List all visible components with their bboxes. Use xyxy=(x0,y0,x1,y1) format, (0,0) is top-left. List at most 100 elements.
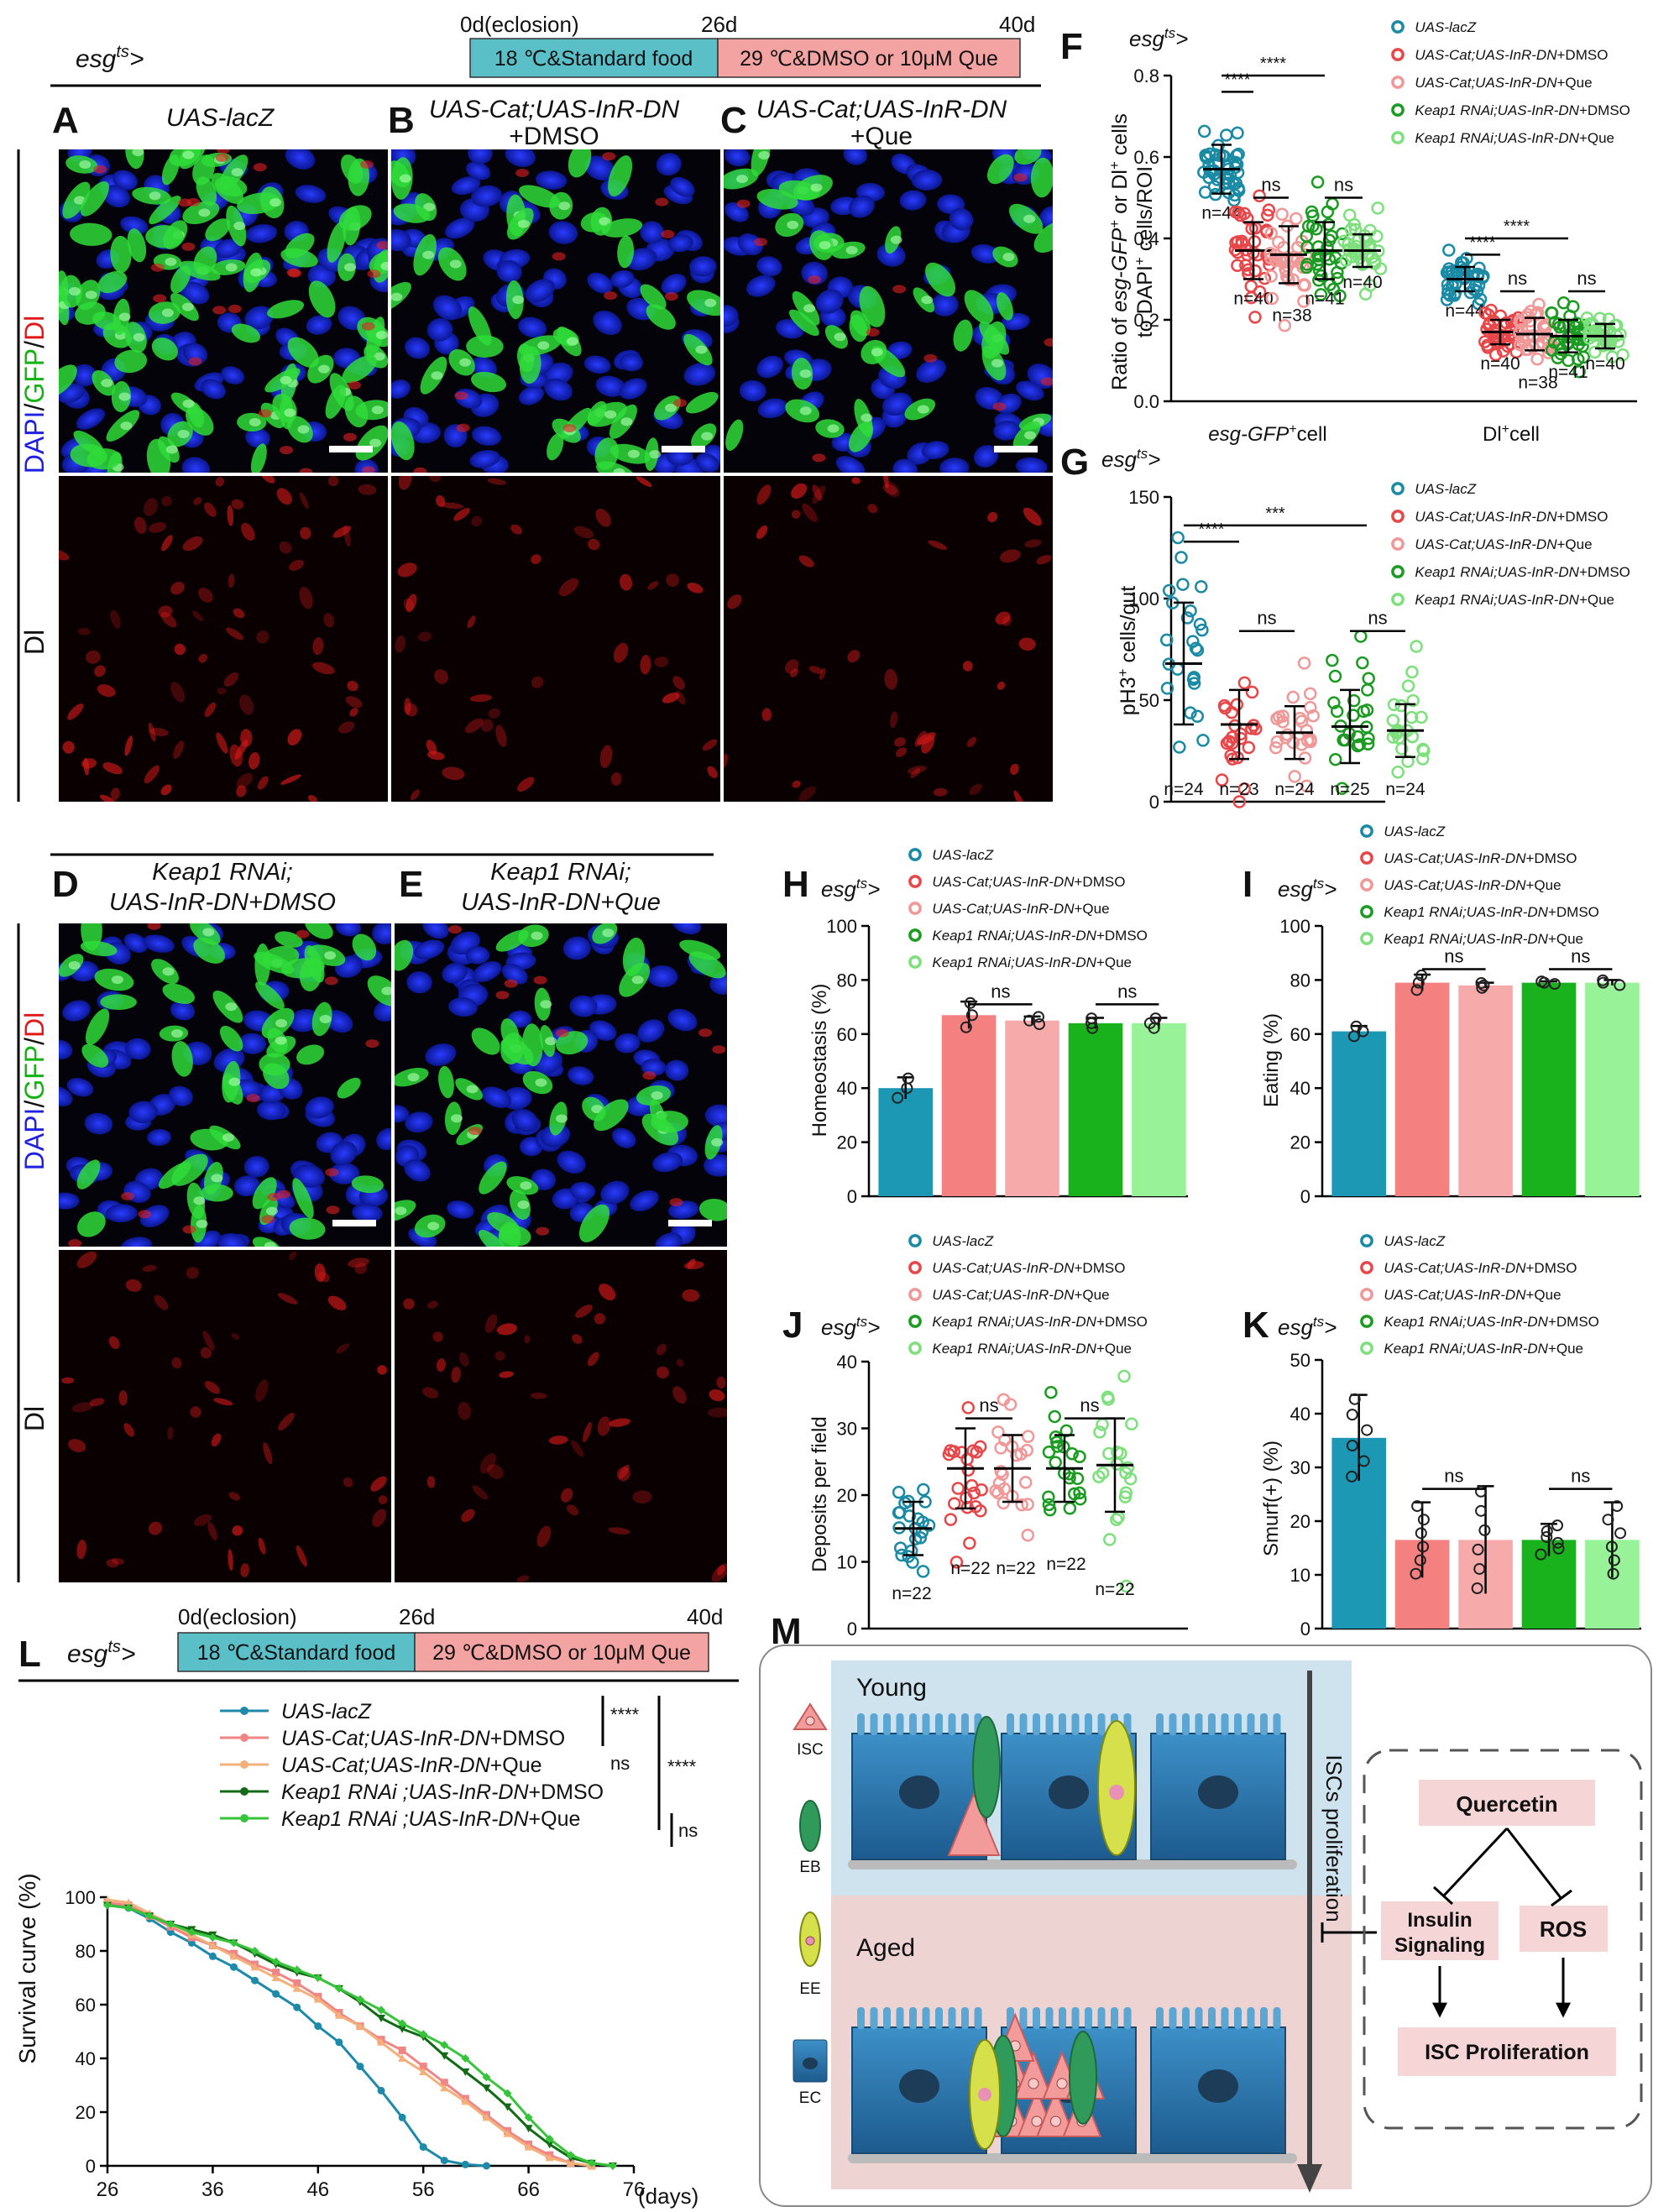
microvillus xyxy=(1221,1713,1229,1735)
dl-signal xyxy=(158,605,173,618)
dl-signal xyxy=(192,610,203,621)
microvillus xyxy=(1169,1713,1177,1735)
legend-l-marker-3 xyxy=(240,1787,248,1796)
dapi-nucleus xyxy=(143,934,175,953)
chart-g-g4-point xyxy=(1401,679,1415,693)
dl-signal xyxy=(193,1514,212,1526)
micrograph-c-dl xyxy=(724,476,1053,802)
chart-j-g0-point xyxy=(916,1565,930,1578)
chart-g-g2-point xyxy=(1286,735,1300,750)
gfp-highlight xyxy=(228,1077,241,1086)
dl-signal xyxy=(288,269,302,278)
dl-signal xyxy=(332,526,352,538)
legend-j-marker-3 xyxy=(908,1315,922,1328)
dl-signal xyxy=(480,719,494,732)
dapi-nucleus xyxy=(667,1008,698,1032)
chart-h-point xyxy=(965,1009,978,1022)
dl-signal xyxy=(892,285,907,294)
gfp-cell xyxy=(263,1063,290,1090)
chart-f-xcat-2: Dl+cell xyxy=(1483,422,1540,446)
microvillus xyxy=(909,2007,917,2029)
dl-signal xyxy=(812,485,826,505)
dapi-nucleus xyxy=(518,316,547,338)
gfp-highlight xyxy=(133,332,145,342)
chart-l-point xyxy=(250,1947,259,1955)
isc-cell xyxy=(1035,2088,1075,2137)
chart-k-ytick-label: 20 xyxy=(1290,1511,1310,1532)
gfp-cell xyxy=(651,1111,688,1133)
dl-signal xyxy=(602,152,616,161)
dl-signal xyxy=(636,476,652,488)
legend-g-marker-4 xyxy=(1391,593,1405,606)
chart-f-cat0-g4-point xyxy=(1344,222,1358,236)
dl-signal xyxy=(215,477,225,487)
legend-h-marker-3 xyxy=(908,928,922,942)
dl-signal xyxy=(171,1357,182,1369)
chart-l-point xyxy=(461,2054,470,2063)
microvillus xyxy=(1085,2007,1092,2029)
legend-i-entry-3: Keap1 RNAi;UAS-InR-DN+DMSO xyxy=(1384,904,1599,920)
panel-e-title-1: Keap1 RNAi; xyxy=(490,859,631,886)
panel-a-title: UAS-lacZ xyxy=(166,104,275,132)
chart-f-cat0-g1-point xyxy=(1231,235,1245,248)
chart-k-point xyxy=(1478,1524,1491,1536)
gfp-highlight xyxy=(371,405,384,415)
chart-f-cat1-g3-point xyxy=(1556,296,1571,310)
chart-l-xtick-label: 66 xyxy=(517,2178,540,2201)
dapi-nucleus xyxy=(501,963,528,985)
microvillus xyxy=(1273,2007,1281,2029)
chart-k-point xyxy=(1608,1554,1620,1566)
dl-signal xyxy=(724,753,728,770)
chart-g-sig-label: ns xyxy=(1257,608,1276,629)
chart-f-cat0-g3-point xyxy=(1333,289,1347,303)
chart-l-point xyxy=(461,2160,469,2168)
chart-l-point xyxy=(355,2021,364,2030)
dl-signal xyxy=(149,1521,163,1535)
chart-g-g2-point xyxy=(1303,687,1317,701)
gfp-cell xyxy=(495,929,529,952)
dl-signal xyxy=(928,540,948,550)
gfp-highlight xyxy=(319,1014,332,1023)
gfp-highlight xyxy=(531,931,543,940)
gfp-cell xyxy=(145,225,184,248)
legend-k-marker-4 xyxy=(1360,1341,1373,1355)
chart-j-g3-point xyxy=(1042,1490,1055,1504)
chart-l-series-0 xyxy=(107,1901,487,2168)
dl-signal xyxy=(198,587,213,603)
abc-dl-label: Dl xyxy=(19,630,50,655)
chart-f-cat0-g2-point xyxy=(1297,295,1310,308)
gfp-highlight xyxy=(181,302,194,311)
dapi-nucleus xyxy=(993,420,1020,441)
quercetin-insulin-bar xyxy=(1432,1885,1454,1906)
timeline-top-t2: 40d xyxy=(999,12,1035,37)
dl-signal xyxy=(558,578,579,597)
chart-l-point xyxy=(398,2046,406,2054)
dl-signal xyxy=(336,1343,350,1354)
chart-f-ytick-label: 0.6 xyxy=(1133,147,1159,168)
dl-signal xyxy=(240,729,253,747)
chart-i-ytick-label: 100 xyxy=(1279,916,1310,937)
dapi-nucleus xyxy=(448,997,478,1017)
gfp-highlight xyxy=(297,425,310,434)
dl-signal xyxy=(687,583,704,594)
microvillus xyxy=(1111,2007,1118,2029)
chart-g-g4-point xyxy=(1394,698,1408,713)
gfp-highlight xyxy=(545,1037,557,1046)
timeline-top-phase1-box xyxy=(469,38,719,78)
isc-nucleus xyxy=(1031,2115,1043,2127)
chart-f-cat1-g3-point xyxy=(1572,365,1586,379)
chart-g-g0-point xyxy=(1190,709,1205,724)
gfp-cell xyxy=(391,421,415,461)
chart-h-point xyxy=(960,1021,972,1033)
chart-k-point xyxy=(1346,1440,1358,1452)
dl-signal xyxy=(434,669,448,684)
legend-j-entry-1: UAS-Cat;UAS-InR-DN+DMSO xyxy=(932,1260,1125,1276)
dl-signal xyxy=(479,1453,497,1474)
ee-nucleus xyxy=(978,2088,991,2101)
dl-signal xyxy=(453,508,470,521)
chart-g-g4-point xyxy=(1410,640,1423,653)
dl-signal xyxy=(471,515,483,527)
gfp-cell xyxy=(127,228,147,263)
chart-i-ytick-label: 80 xyxy=(1290,970,1310,991)
gfp-highlight xyxy=(68,287,81,296)
